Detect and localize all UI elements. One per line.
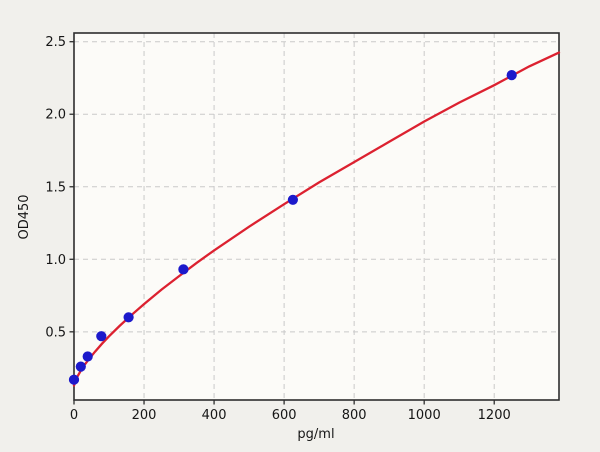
y-tick-label: 1.5	[45, 180, 66, 195]
axes-frame	[73, 32, 560, 401]
data-point	[68, 374, 80, 385]
data-point	[178, 264, 189, 275]
y-axis-label: OD450	[17, 194, 32, 239]
plot-generated-layer: 0 200 400 600 800 1000 1200 0.5 1.0 1.5 2.0 2.5	[45, 32, 561, 423]
data-point	[506, 70, 517, 81]
x-tick-label: 800	[342, 408, 367, 423]
data-point	[123, 312, 134, 323]
x-tick-label: 200	[132, 408, 157, 423]
data-point	[96, 331, 107, 342]
x-tick-label: 1000	[408, 408, 441, 423]
y-tick-label: 2.5	[45, 35, 66, 50]
data-point	[287, 194, 298, 205]
data-point	[82, 351, 93, 362]
x-tick-label: 0	[70, 408, 78, 423]
x-axis-label: pg/ml	[297, 427, 334, 442]
x-tick-label: 400	[202, 408, 227, 423]
x-tick-label: 600	[272, 408, 297, 423]
y-tick-label: 0.5	[45, 325, 66, 340]
y-tick-label: 1.0	[45, 253, 66, 268]
x-tick-label: 1200	[478, 408, 511, 423]
data-point	[75, 361, 86, 372]
y-tick-label: 2.0	[45, 108, 66, 123]
